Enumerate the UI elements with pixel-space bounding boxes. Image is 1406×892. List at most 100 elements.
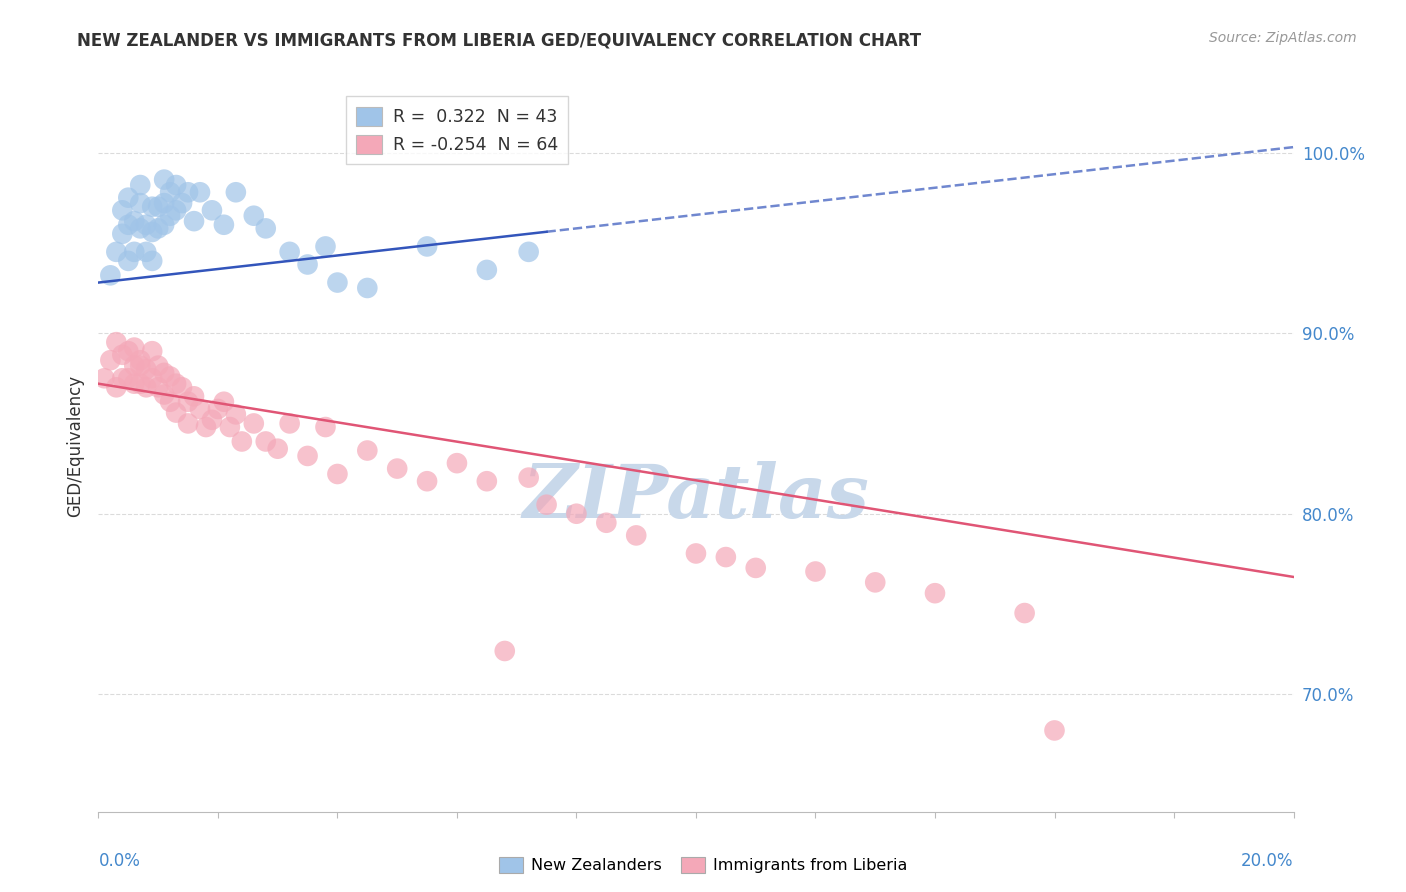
Point (159, 186, 181, 200)
Text: 20.0%: 20.0% (1241, 852, 1294, 870)
Point (685, 546, 707, 560)
Point (267, 442, 290, 456)
Point (177, 186, 200, 200)
Point (148, 359, 170, 373)
Point (1043, 723, 1066, 738)
Text: ZIPatlas: ZIPatlas (523, 461, 869, 533)
Point (153, 196, 176, 211)
Point (141, 225, 163, 239)
Point (117, 344, 139, 359)
Point (212, 218, 235, 232)
Point (446, 456, 468, 470)
Point (416, 239, 439, 253)
Point (165, 178, 187, 192)
Point (475, 474, 498, 488)
Point (195, 420, 218, 434)
Point (105, 244, 128, 259)
Point (124, 214, 146, 228)
Point (98, 353, 122, 368)
Point (129, 376, 152, 391)
Point (326, 467, 349, 481)
Point (219, 420, 242, 434)
Point (1014, 606, 1036, 620)
Point (243, 209, 266, 223)
Point (129, 178, 152, 192)
Point (626, 528, 648, 542)
Point (201, 203, 224, 218)
Point (278, 244, 301, 259)
Point (177, 417, 200, 431)
Point (865, 575, 887, 590)
Point (135, 380, 157, 394)
Point (172, 196, 194, 211)
Point (129, 353, 152, 368)
Point (93, 371, 115, 385)
Point (254, 221, 277, 235)
Point (188, 186, 211, 200)
Point (745, 561, 768, 575)
Text: Source: ZipAtlas.com: Source: ZipAtlas.com (1209, 31, 1357, 45)
Point (111, 203, 134, 218)
Point (159, 369, 181, 384)
Point (356, 281, 378, 295)
Point (315, 239, 337, 253)
Point (595, 516, 617, 530)
Point (183, 214, 205, 228)
Text: 0.0%: 0.0% (98, 852, 141, 870)
Y-axis label: GED/Equivalency: GED/Equivalency (66, 375, 84, 517)
Point (356, 443, 378, 458)
Point (517, 244, 540, 259)
Point (117, 191, 139, 205)
Point (124, 244, 146, 259)
Text: NEW ZEALANDER VS IMMIGRANTS FROM LIBERIA GED/EQUIVALENCY CORRELATION CHART: NEW ZEALANDER VS IMMIGRANTS FROM LIBERIA… (77, 31, 921, 49)
Point (385, 461, 409, 475)
Point (153, 366, 176, 380)
Point (153, 172, 176, 186)
Point (141, 200, 163, 214)
Point (225, 408, 247, 422)
Point (105, 335, 128, 350)
Point (212, 394, 235, 409)
Point (117, 253, 139, 268)
Point (278, 417, 301, 431)
Point (231, 434, 253, 449)
Point (148, 221, 170, 235)
Point (153, 218, 176, 232)
Point (536, 498, 558, 512)
Point (117, 371, 139, 385)
Point (148, 380, 170, 394)
Point (129, 221, 152, 235)
Point (124, 376, 146, 391)
Point (494, 644, 516, 658)
Point (141, 344, 163, 359)
Point (124, 341, 146, 355)
Point (165, 406, 187, 420)
Point (165, 203, 187, 218)
Point (225, 186, 247, 200)
Point (153, 387, 176, 401)
Point (124, 359, 146, 373)
Point (416, 474, 439, 488)
Point (129, 196, 152, 211)
Point (517, 470, 540, 484)
Point (565, 507, 588, 521)
Point (111, 371, 134, 385)
Point (804, 565, 827, 579)
Point (207, 401, 229, 416)
Point (243, 417, 266, 431)
Point (159, 394, 181, 409)
Point (714, 550, 737, 565)
Point (326, 276, 349, 290)
Point (924, 586, 946, 600)
Point (141, 253, 163, 268)
Point (183, 389, 205, 403)
Point (117, 218, 139, 232)
Point (111, 348, 134, 362)
Point (141, 371, 163, 385)
Point (201, 413, 224, 427)
Legend: New Zealanders, Immigrants from Liberia: New Zealanders, Immigrants from Liberia (492, 850, 914, 880)
Legend: R =  0.322  N = 43, R = -0.254  N = 64: R = 0.322 N = 43, R = -0.254 N = 64 (346, 96, 568, 164)
Point (111, 227, 134, 241)
Point (129, 359, 152, 373)
Point (135, 244, 157, 259)
